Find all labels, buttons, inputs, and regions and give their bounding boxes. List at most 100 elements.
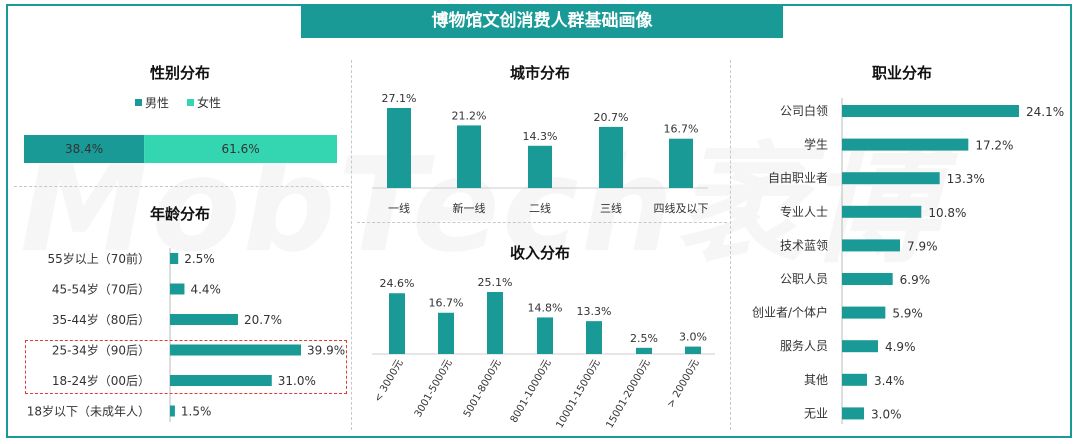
age-category-label-3: 25-34岁（90后）	[52, 343, 150, 358]
income-category-label-0: < 3000元	[373, 358, 406, 404]
age-value-label-2: 20.7%	[244, 313, 282, 327]
occupation-bar-7	[842, 340, 878, 353]
occupation-category-label-8: 其他	[804, 373, 828, 387]
city-bar-3	[599, 126, 623, 188]
income-category-label-3: 8001-10000元	[509, 358, 554, 425]
income-bar-2	[487, 292, 503, 354]
occupation-chart-title: 职业分布	[872, 64, 932, 82]
occupation-category-label-6: 创业者/个体户	[752, 305, 828, 320]
income-category-label-5: 15001-20000元	[604, 358, 652, 430]
income-value-label-5: 2.5%	[630, 332, 658, 345]
income-category-label-1: 3001-5000元	[413, 358, 455, 419]
income-value-label-4: 13.3%	[577, 305, 612, 318]
age-category-label-0: 55岁以上（70前）	[47, 251, 150, 266]
occupation-value-label-0: 24.1%	[1026, 105, 1064, 119]
divider-left	[351, 60, 352, 430]
age-value-label-3: 39.9%	[307, 344, 345, 358]
age-highlight-box	[25, 340, 347, 394]
income-bar-0	[389, 293, 405, 354]
age-bar-4	[170, 375, 272, 386]
age-value-label-0: 2.5%	[184, 252, 215, 266]
city-value-label-4: 16.7%	[664, 123, 699, 136]
gender-value-label-0: 38.4%	[65, 142, 103, 156]
income-bar-4	[586, 321, 602, 354]
age-value-label-5: 1.5%	[181, 405, 212, 419]
occupation-bar-6	[842, 306, 886, 319]
divider-right	[730, 60, 731, 430]
occupation-category-label-3: 专业人士	[780, 204, 828, 219]
occupation-bar-4	[842, 239, 901, 252]
city-chart-title: 城市分布	[510, 64, 570, 82]
city-value-label-0: 27.1%	[382, 92, 417, 105]
city-value-label-1: 21.2%	[452, 109, 487, 122]
occupation-bar-2	[842, 172, 940, 185]
income-value-label-2: 25.1%	[478, 276, 513, 289]
legend-label-0: 男性	[145, 96, 169, 110]
occupation-category-label-4: 技术蓝领	[780, 238, 828, 252]
income-category-label-2: 5001-8000元	[462, 358, 504, 419]
income-value-label-6: 3.0%	[679, 331, 707, 344]
occupation-bar-3	[842, 205, 922, 218]
age-value-label-1: 4.4%	[190, 283, 221, 297]
age-bar-0	[170, 253, 179, 264]
city-category-label-2: 二线	[529, 201, 551, 215]
occupation-category-label-2: 自由职业者	[768, 171, 828, 185]
city-bar-2	[528, 145, 552, 188]
occupation-value-label-6: 5.9%	[892, 307, 923, 321]
gender-bar-0	[24, 135, 145, 163]
gender-chart-title: 性别分布	[150, 64, 210, 82]
occupation-value-label-8: 3.4%	[874, 374, 905, 388]
age-category-label-1: 45-54岁（70后）	[52, 282, 150, 297]
age-category-label-5: 18岁以下（未成年人）	[27, 404, 150, 419]
occupation-category-label-7: 服务人员	[780, 338, 828, 353]
occupation-bar-5	[842, 273, 893, 285]
city-category-label-1: 新一线	[453, 201, 486, 215]
gender-bar-1	[144, 135, 337, 163]
age-category-label-2: 35-44岁（80后）	[52, 312, 150, 327]
occupation-category-label-1: 学生	[804, 137, 828, 152]
income-bar-3	[537, 317, 553, 354]
city-category-label-4: 四线及以下	[654, 201, 709, 215]
occupation-value-label-1: 17.2%	[975, 139, 1013, 153]
income-category-label-6: > 20000元	[665, 358, 701, 410]
occupation-bar-9	[842, 407, 865, 420]
income-value-label-0: 24.6%	[380, 277, 415, 290]
income-bar-6	[685, 346, 701, 354]
divider-city-income	[357, 222, 727, 223]
income-chart-title: 收入分布	[510, 244, 570, 262]
occupation-bar-1	[842, 138, 969, 151]
age-bar-1	[170, 283, 185, 295]
occupation-value-label-3: 10.8%	[928, 206, 966, 220]
occupation-category-label-0: 公司白领	[780, 103, 828, 118]
page-title: 博物馆文创消费人群基础画像	[301, 4, 783, 38]
occupation-value-label-5: 6.9%	[900, 273, 931, 287]
age-bar-5	[170, 405, 175, 417]
occupation-category-label-5: 公职人员	[780, 272, 828, 286]
city-value-label-2: 14.3%	[523, 130, 558, 143]
occupation-value-label-7: 4.9%	[885, 340, 916, 354]
divider-gender-age	[14, 186, 349, 187]
legend-label-1: 女性	[197, 95, 221, 110]
legend-swatch-0	[135, 99, 142, 106]
occupation-bar-0	[842, 105, 1019, 117]
income-bar-5	[636, 347, 652, 354]
income-bar-1	[438, 312, 454, 354]
age-bar-2	[170, 314, 238, 325]
occupation-value-label-9: 3.0%	[871, 407, 902, 421]
city-category-label-3: 三线	[600, 201, 622, 215]
income-value-label-3: 14.8%	[528, 301, 563, 314]
occupation-value-label-4: 7.9%	[907, 239, 938, 253]
age-chart-title: 年龄分布	[150, 205, 210, 223]
age-value-label-4: 31.0%	[278, 374, 316, 388]
income-category-label-4: 10001-15000元	[554, 358, 602, 430]
occupation-category-label-9: 无业	[804, 406, 828, 420]
occupation-bar-8	[842, 373, 867, 386]
city-bar-0	[387, 108, 411, 188]
income-value-label-1: 16.7%	[429, 297, 464, 310]
city-category-label-0: 一线	[388, 201, 410, 215]
city-bar-4	[669, 138, 693, 188]
age-bar-3	[170, 344, 301, 356]
legend-swatch-1	[187, 99, 194, 106]
occupation-value-label-2: 13.3%	[947, 172, 985, 186]
